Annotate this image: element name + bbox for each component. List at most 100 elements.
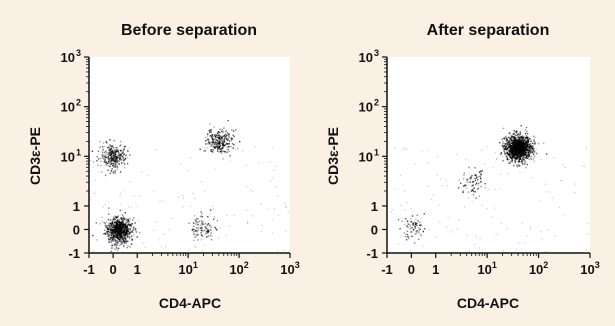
event-dot	[114, 162, 117, 164]
event-dot	[506, 159, 509, 161]
event-dot	[108, 147, 110, 149]
event-dot	[231, 138, 233, 140]
event-dot	[508, 153, 510, 155]
event-dot	[421, 150, 423, 152]
event-dot	[111, 228, 113, 231]
event-dot	[510, 147, 512, 149]
event-dot	[416, 214, 418, 217]
event-dot	[119, 229, 121, 232]
event-dot	[117, 157, 119, 159]
event-dot	[516, 143, 518, 145]
event-dot	[399, 228, 401, 230]
event-dot	[414, 221, 416, 223]
event-dot	[201, 234, 203, 236]
event-dot	[528, 151, 531, 153]
event-dot	[197, 224, 199, 226]
event-dot	[515, 158, 517, 161]
event-dot	[525, 153, 527, 156]
event-dot	[518, 138, 520, 141]
event-dot	[472, 193, 475, 196]
event-dot	[116, 240, 118, 242]
event-dot	[119, 159, 122, 162]
event-dot	[520, 145, 522, 147]
event-dot	[201, 219, 203, 222]
event-dot	[189, 157, 192, 159]
event-dot	[430, 198, 432, 201]
event-dot	[116, 237, 119, 239]
event-dot	[473, 244, 476, 246]
event-dot	[479, 171, 481, 173]
event-dot	[521, 249, 523, 251]
event-dot	[532, 151, 534, 153]
event-dot	[230, 139, 233, 141]
event-dot	[220, 138, 222, 140]
event-dot	[178, 196, 180, 198]
event-dot	[204, 234, 206, 236]
event-dot	[218, 134, 220, 136]
event-dot	[182, 195, 184, 197]
event-dot	[467, 191, 470, 193]
event-dot	[112, 234, 114, 236]
event-dot	[214, 146, 217, 148]
event-dot	[553, 157, 555, 159]
event-dot	[509, 150, 511, 152]
event-dot	[403, 232, 405, 234]
event-dot	[481, 149, 483, 151]
event-dot	[225, 234, 227, 236]
event-dot	[506, 139, 508, 141]
event-dot	[521, 153, 524, 155]
event-dot	[504, 146, 506, 149]
event-dot	[521, 153, 523, 155]
event-dot	[504, 145, 506, 147]
event-dot	[510, 135, 513, 138]
event-dot	[121, 227, 123, 229]
event-dot	[221, 147, 223, 149]
event-dot	[518, 155, 520, 158]
event-dot	[208, 130, 210, 132]
event-dot	[122, 223, 124, 226]
event-dot	[194, 229, 197, 231]
event-dot	[105, 221, 108, 223]
event-dot	[120, 159, 123, 161]
event-dot	[475, 174, 477, 177]
event-dot	[200, 181, 202, 183]
event-dot	[107, 228, 109, 231]
event-dot	[126, 220, 129, 222]
event-dot	[514, 136, 517, 139]
event-dot	[509, 138, 512, 140]
event-dot	[232, 134, 234, 136]
event-dot	[528, 146, 531, 148]
event-dot	[107, 157, 110, 159]
x-tick-label: -1	[83, 262, 95, 277]
event-dot	[104, 150, 107, 153]
event-dot	[518, 137, 521, 139]
event-dot	[520, 142, 522, 144]
event-dot	[224, 150, 226, 153]
event-dot	[115, 150, 117, 152]
event-dot	[522, 138, 525, 140]
event-dot	[228, 142, 230, 145]
event-dot	[110, 153, 112, 155]
event-dot	[131, 238, 133, 241]
event-dot	[89, 199, 91, 201]
event-dot	[119, 222, 121, 224]
event-dot	[463, 206, 466, 208]
event-dot	[107, 229, 109, 232]
event-dot	[110, 229, 113, 232]
event-dot	[193, 239, 195, 242]
event-dot	[478, 175, 480, 178]
event-dot	[105, 150, 107, 152]
event-dot	[512, 152, 514, 155]
event-dot	[494, 152, 497, 154]
event-dot	[116, 155, 118, 157]
event-dot	[210, 150, 212, 152]
event-dot	[129, 233, 131, 236]
event-dot	[516, 150, 518, 152]
event-dot	[207, 216, 209, 218]
event-dot	[401, 149, 404, 151]
event-dot	[221, 152, 223, 154]
event-dot	[226, 214, 228, 216]
event-dot	[104, 229, 106, 231]
event-dot	[119, 171, 122, 173]
event-dot	[224, 144, 226, 146]
